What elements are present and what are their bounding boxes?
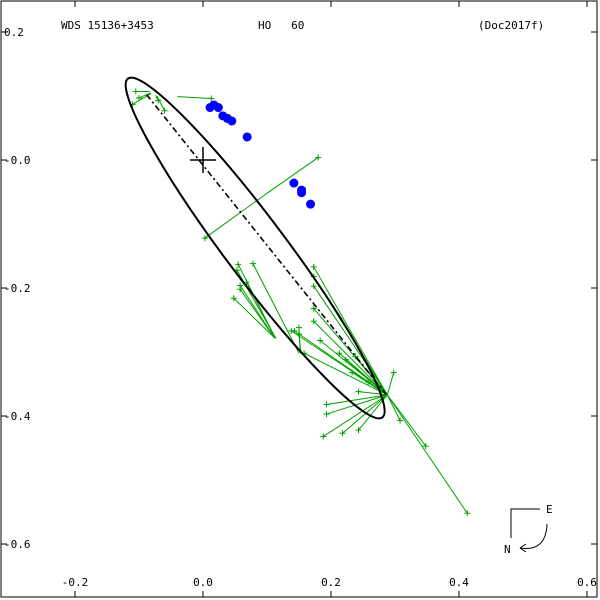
compass-north-label: N (504, 543, 511, 556)
observation-marker (352, 353, 359, 360)
accurate-observations (205, 100, 316, 209)
y-tick-label: -0.6 (4, 538, 31, 551)
observation-marker (464, 510, 471, 517)
observation-marker (237, 282, 244, 289)
residual-line (156, 95, 166, 111)
orbit-layer (124, 76, 387, 420)
observation-marker (310, 283, 317, 290)
residual-line (252, 263, 300, 354)
observation-marker (201, 235, 208, 242)
axis-tick-labels: -0.2 0.0 0.2 0.4 0.6 0.2 -0.0 -0.2 -0.4 -0.6 (4, 26, 597, 589)
line-of-nodes (146, 94, 387, 395)
y-tick-label: -0.0 (4, 154, 31, 167)
accurate-observation-dot (242, 132, 252, 142)
observation-marker (136, 94, 142, 101)
y-tick-label: 0.2 (4, 26, 24, 39)
apparent-orbit-ellipse (124, 76, 386, 420)
x-tick-label: 0.0 (193, 576, 213, 589)
residual-line (204, 192, 268, 239)
observation-marker (422, 443, 429, 450)
residual-line (386, 394, 427, 447)
accurate-observation-dot (306, 199, 316, 209)
observation-marker (355, 427, 362, 434)
accurate-observation-dot (289, 178, 299, 188)
observation-marker (296, 324, 302, 331)
y-tick-label: -0.4 (4, 410, 31, 423)
compass-rotation-arrow (519, 523, 548, 549)
orbit-reference: (Doc2017f) (478, 19, 544, 32)
residual-line (303, 352, 388, 396)
discoverer-code: HO 60 (258, 19, 304, 32)
observation-marker (208, 95, 215, 102)
residual-line (386, 372, 395, 396)
residual-line (345, 359, 388, 396)
observation-marker (235, 261, 242, 268)
residual-line (313, 266, 388, 396)
residual-line (313, 285, 388, 396)
observation-marker (390, 369, 397, 376)
observation-marker (310, 318, 317, 325)
x-tick-label: 0.2 (321, 576, 341, 589)
residual-observations (129, 88, 471, 517)
residual-line (266, 157, 319, 194)
residual-line (239, 285, 276, 339)
star-designation: WDS 15136+3453 (61, 19, 154, 32)
residual-line (233, 297, 275, 338)
residual-line (138, 92, 151, 99)
residual-line (294, 330, 388, 396)
x-tick-label: 0.6 (577, 576, 597, 589)
observation-marker (323, 401, 330, 408)
observation-marker (323, 411, 330, 418)
residual-line (386, 394, 468, 514)
residual-line (298, 334, 302, 354)
observation-marker (230, 295, 237, 302)
observation-marker (249, 260, 256, 267)
x-tick-label: 0.4 (449, 576, 469, 589)
y-tick-label: -0.2 (4, 282, 31, 295)
observation-marker (342, 356, 349, 363)
residual-line (132, 93, 152, 105)
observation-marker (310, 263, 317, 270)
observation-marker (161, 107, 168, 114)
observation-marker (132, 88, 139, 95)
residual-line (386, 394, 401, 421)
observation-marker (339, 430, 346, 437)
observation-marker (291, 327, 298, 334)
accurate-observation-dot (297, 188, 307, 198)
observation-marker (310, 305, 317, 312)
compass-east-label: E (546, 503, 553, 516)
observation-marker (317, 337, 324, 344)
residual-line (323, 394, 388, 437)
x-tick-label: -0.2 (62, 576, 89, 589)
observation-marker (355, 388, 362, 395)
observation-marker (320, 433, 327, 440)
residual-line (239, 288, 275, 338)
observation-marker (315, 154, 322, 161)
accurate-observation-dot (227, 116, 237, 126)
residual-line (177, 96, 212, 100)
primary-star (190, 147, 216, 173)
residual-line (326, 394, 388, 405)
residual-line (358, 391, 388, 396)
compass-axes (510, 508, 540, 538)
accurate-observation-dot (213, 103, 223, 113)
residual-line (326, 394, 388, 415)
observation-marker (397, 417, 404, 424)
compass: E N (504, 503, 553, 556)
primary-star-cross (190, 147, 216, 173)
compass-arrow-head (519, 543, 527, 553)
observation-marker (336, 350, 343, 357)
residual-line (342, 394, 388, 434)
